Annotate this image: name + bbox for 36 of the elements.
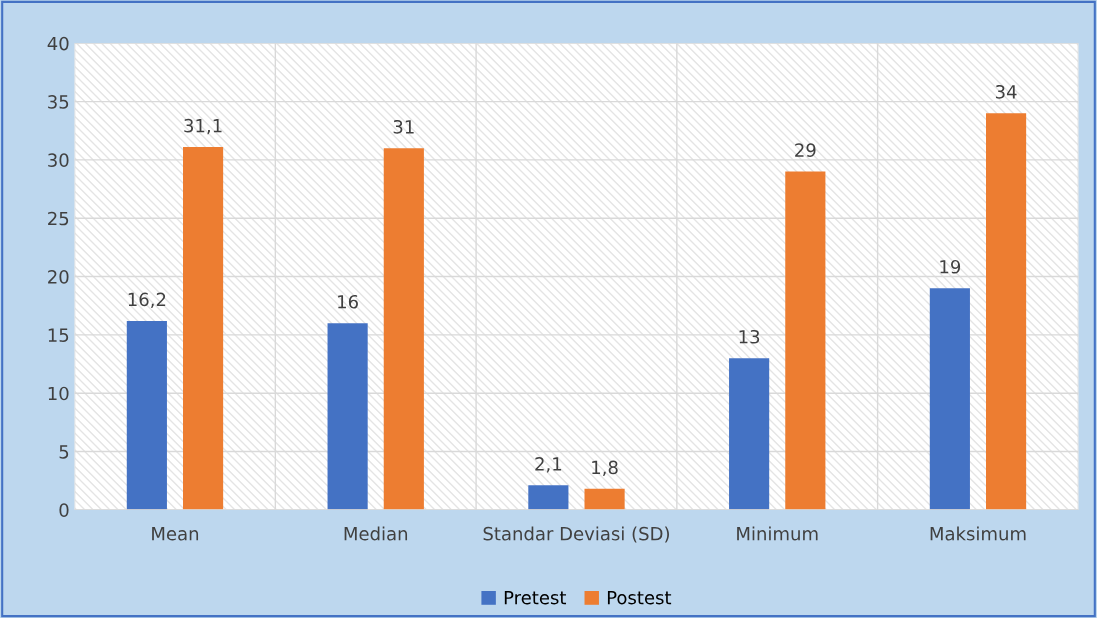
data-label: 31,1 xyxy=(184,118,222,135)
bar xyxy=(584,488,625,510)
y-tick-label: 10 xyxy=(48,386,69,401)
x-tick-label: Standar Deviasi (SD) xyxy=(483,526,669,543)
y-tick-label: 30 xyxy=(48,153,69,168)
data-label: 34 xyxy=(995,84,1017,99)
bar xyxy=(929,288,970,510)
y-tick-label: 40 xyxy=(47,36,69,51)
y-tick-label: 35 xyxy=(48,95,69,109)
data-label: 1,8 xyxy=(592,460,618,477)
bar xyxy=(327,323,368,510)
data-label: 31 xyxy=(393,119,414,134)
x-tick-label: Minimum xyxy=(737,526,818,541)
data-label: 19 xyxy=(940,259,961,274)
data-label: 2,1 xyxy=(535,457,562,473)
bar xyxy=(383,148,424,510)
legend-label: Postest xyxy=(607,591,672,605)
x-tick-label: Mean xyxy=(152,527,199,541)
bar xyxy=(126,320,167,510)
bar xyxy=(183,147,224,510)
bar xyxy=(986,113,1027,510)
y-tick-label: 0 xyxy=(59,503,69,517)
data-label: 29 xyxy=(795,143,816,157)
y-tick-label: 25 xyxy=(48,211,69,226)
bar xyxy=(729,358,770,510)
x-tick-label: Maksimum xyxy=(930,526,1026,541)
y-tick-label: 15 xyxy=(48,328,69,342)
data-label: 16 xyxy=(338,294,358,309)
bar xyxy=(528,485,569,510)
x-tick-label: Median xyxy=(344,526,408,541)
data-label: 13 xyxy=(739,329,760,344)
y-tick-label: 5 xyxy=(59,445,69,459)
y-tick-label: 20 xyxy=(48,270,69,284)
data-label: 16,2 xyxy=(128,292,166,309)
bar xyxy=(785,171,826,510)
legend-label: Pretest xyxy=(504,591,567,605)
